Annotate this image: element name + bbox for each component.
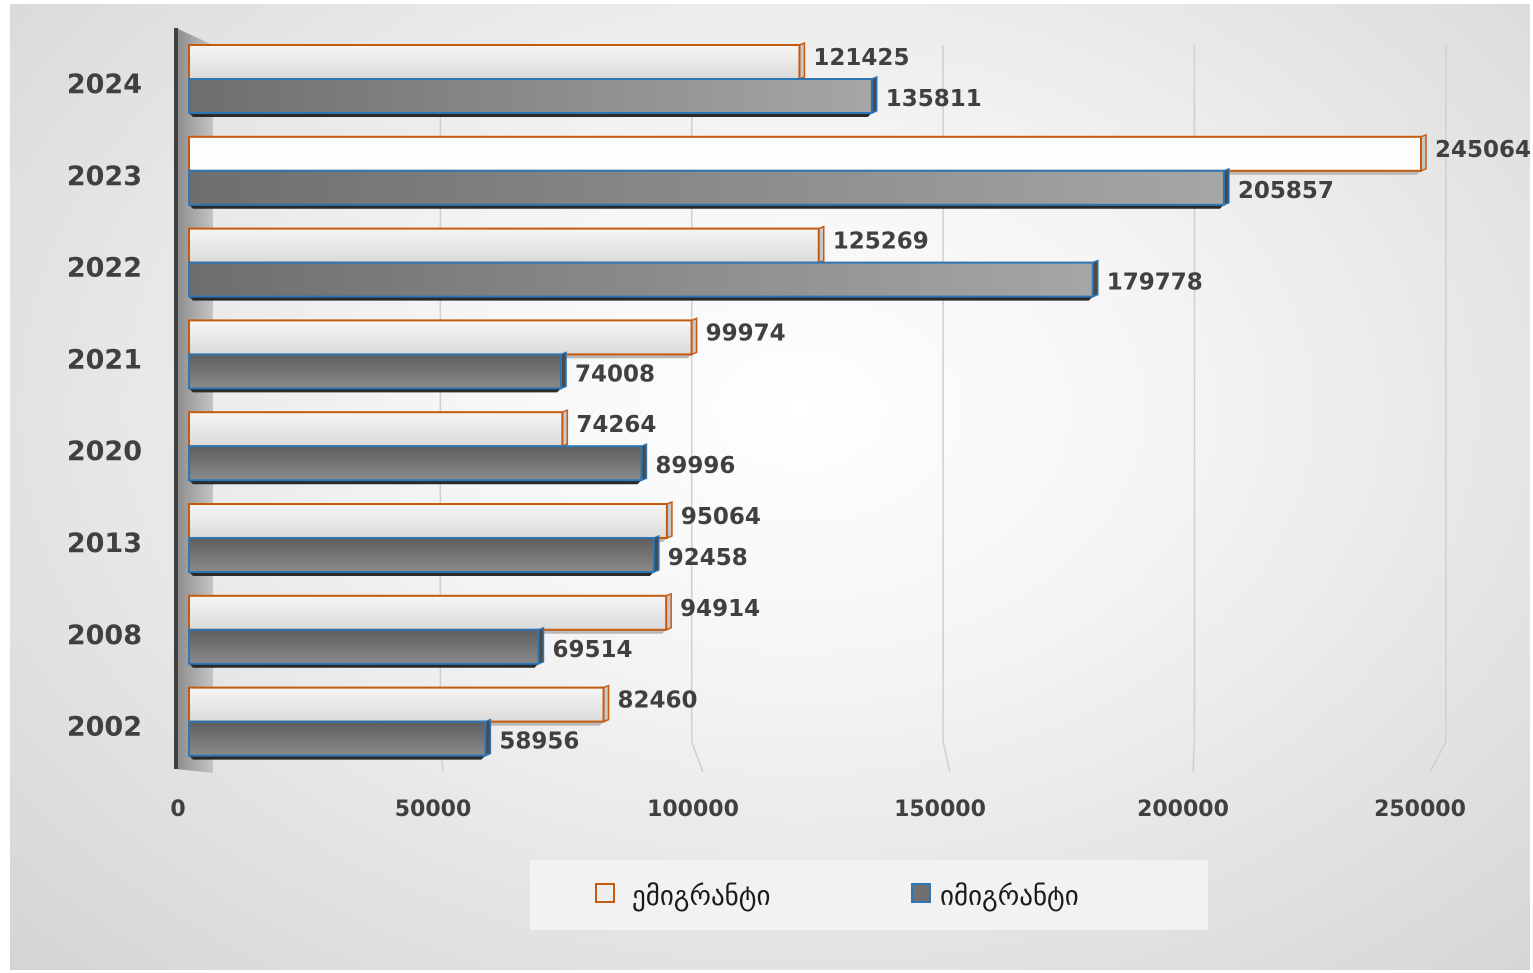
bar-immigrant bbox=[188, 445, 643, 482]
bar-immigrant bbox=[188, 261, 1094, 298]
legend-swatch-emigrant bbox=[595, 883, 615, 903]
gridline-depth bbox=[1192, 741, 1196, 773]
x-tick-label: 100000 bbox=[647, 797, 739, 822]
data-label: 69514 bbox=[552, 637, 632, 663]
axis-side-wall bbox=[176, 28, 213, 773]
x-tick-label: 250000 bbox=[1374, 797, 1466, 822]
legend: ემიგრანტი იმიგრანტი bbox=[530, 860, 1208, 930]
legend-label-immigrant: იმიგრანტი bbox=[940, 881, 1079, 912]
x-tick-label: 50000 bbox=[395, 797, 472, 822]
data-label: 125269 bbox=[833, 229, 929, 255]
y-tick-label: 2013 bbox=[67, 528, 142, 559]
legend-label-emigrant: ემიგრანტი bbox=[632, 881, 770, 912]
data-label: 99974 bbox=[706, 320, 786, 346]
bar-immigrant bbox=[188, 537, 655, 573]
gridline-depth bbox=[1429, 741, 1447, 773]
bar-immigrant bbox=[188, 169, 1225, 206]
y-tick-label: 2020 bbox=[67, 436, 142, 467]
bar-emigrant bbox=[188, 411, 564, 448]
bar-emigrant bbox=[188, 135, 1422, 172]
data-label: 95064 bbox=[681, 504, 761, 530]
data-label: 94914 bbox=[680, 596, 760, 622]
data-label: 82460 bbox=[618, 688, 698, 714]
x-tick-label: 200000 bbox=[1137, 797, 1229, 822]
bar-emigrant bbox=[188, 686, 605, 723]
gridline-depth bbox=[691, 741, 704, 773]
bar-immigrant bbox=[188, 720, 487, 757]
data-label: 74008 bbox=[575, 361, 655, 387]
x-tick-label: 0 bbox=[170, 797, 185, 822]
y-tick-label: 2021 bbox=[67, 344, 142, 375]
axis-walls bbox=[174, 28, 213, 773]
data-label: 205857 bbox=[1238, 178, 1334, 204]
data-label: 135811 bbox=[886, 86, 982, 112]
bar-emigrant bbox=[188, 44, 801, 80]
bar-immigrant bbox=[188, 353, 563, 390]
bar-immigrant bbox=[188, 628, 540, 665]
data-label: 121425 bbox=[813, 45, 909, 71]
data-label: 245064 bbox=[1435, 137, 1531, 163]
bar-emigrant bbox=[188, 227, 820, 264]
bar-emigrant bbox=[188, 594, 668, 631]
bars-group bbox=[188, 41, 1427, 760]
legend-swatch-immigrant bbox=[911, 883, 931, 903]
x-tick-label: 150000 bbox=[894, 797, 986, 822]
gridline-depth bbox=[942, 741, 951, 773]
bar-immigrant bbox=[188, 78, 873, 114]
x-axis-labels: 0 50000 100000 150000 200000 250000 bbox=[170, 797, 1466, 822]
data-label: 74264 bbox=[576, 412, 656, 438]
y-tick-label: 2002 bbox=[67, 712, 142, 743]
y-tick-label: 2008 bbox=[67, 620, 142, 651]
data-label: 58956 bbox=[499, 729, 579, 755]
bar-emigrant bbox=[188, 503, 668, 539]
data-label: 92458 bbox=[668, 545, 748, 571]
y-axis-labels: 2024 2023 2022 2021 2020 2013 2008 2002 bbox=[67, 69, 142, 743]
y-tick-label: 2022 bbox=[67, 253, 142, 284]
bar-emigrant bbox=[188, 319, 693, 356]
y-tick-label: 2024 bbox=[67, 69, 142, 100]
data-labels: 121425 135811 245064 205857 125269 179778 9997… bbox=[499, 45, 1531, 755]
data-label: 89996 bbox=[655, 453, 735, 479]
data-label: 179778 bbox=[1107, 270, 1203, 296]
legend-background bbox=[530, 860, 1208, 930]
y-tick-label: 2023 bbox=[67, 161, 142, 192]
